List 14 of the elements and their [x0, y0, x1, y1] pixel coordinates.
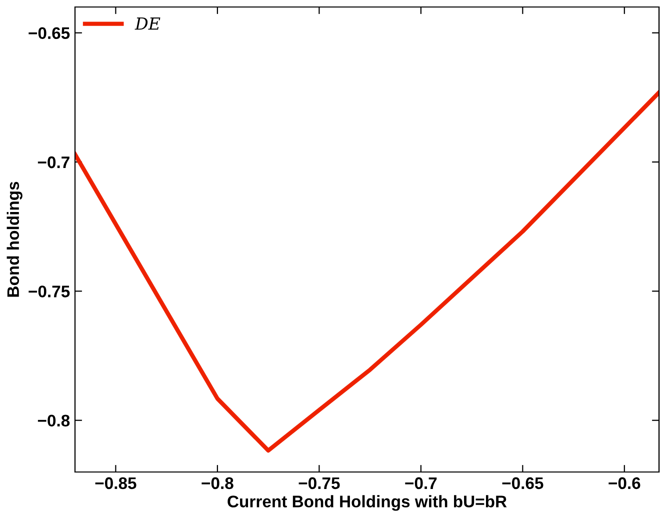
line-series	[75, 90, 659, 453]
y-tick-label: −0.75	[28, 286, 70, 298]
y-axis-title: Bond holdings	[6, 182, 22, 297]
x-tick-label: −0.6	[608, 477, 640, 490]
y-tick-label: −0.8	[38, 414, 70, 427]
x-tick-label: −0.8	[202, 477, 234, 490]
x-axis-title: Current Bond Holdings with bU=bR	[228, 495, 507, 511]
x-tick-label: −0.65	[502, 477, 544, 490]
x-tick-label: −0.7	[405, 477, 437, 490]
y-tick-label: −0.65	[28, 27, 70, 40]
legend-label: DE	[134, 18, 160, 30]
y-tick-label: −0.7	[38, 156, 70, 168]
x-tick-label: −0.75	[298, 477, 340, 490]
x-tick-label: −0.85	[95, 477, 136, 490]
